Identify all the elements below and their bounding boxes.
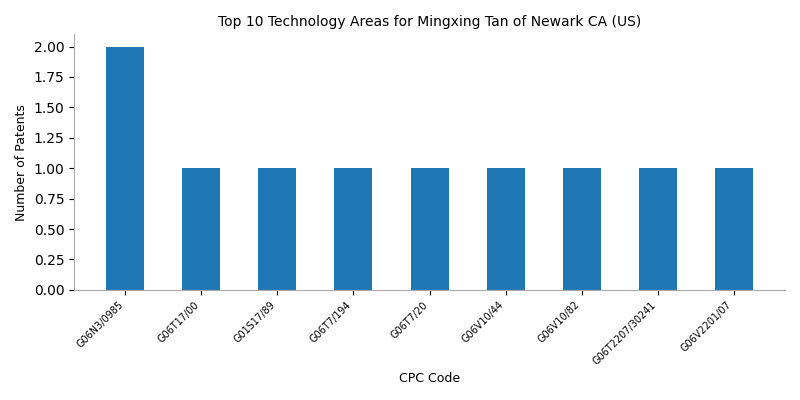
Bar [562, 168, 601, 290]
Bar [638, 168, 677, 290]
Bar [334, 168, 373, 290]
Bar [182, 168, 221, 290]
Title: Top 10 Technology Areas for Mingxing Tan of Newark CA (US): Top 10 Technology Areas for Mingxing Tan… [218, 15, 641, 29]
Bar [714, 168, 753, 290]
Bar [106, 46, 144, 290]
Bar [486, 168, 525, 290]
Y-axis label: Number of Patents: Number of Patents [15, 104, 28, 220]
Bar [258, 168, 297, 290]
Bar [410, 168, 449, 290]
X-axis label: CPC Code: CPC Code [399, 372, 460, 385]
